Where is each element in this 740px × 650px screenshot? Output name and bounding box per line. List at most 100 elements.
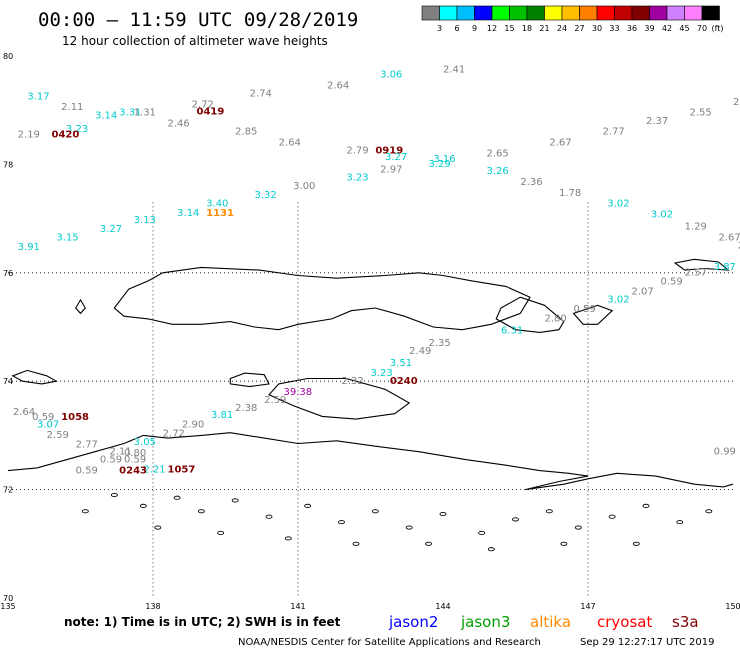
wave-height-label: 2.19 (18, 129, 40, 140)
wave-height-label: 3.06 (380, 70, 402, 81)
footer-timestamp: Sep 29 12:27:17 UTC 2019 (580, 637, 714, 648)
lake-outline (425, 541, 432, 546)
coastline-segment (495, 296, 565, 333)
colorbar-swatch (631, 5, 650, 21)
wave-height-label: 2.21 (143, 464, 165, 475)
coastline-segment (75, 298, 86, 315)
wave-height-label: 3.27 (100, 224, 122, 235)
colorbar-swatch (579, 5, 598, 21)
colorbar-label: 33 (609, 24, 619, 33)
overpass-time-label: 0420 (52, 129, 80, 140)
wave-height-label: 3.14 (95, 110, 117, 121)
wave-height-label: 3.26 (487, 166, 509, 177)
lake-outline (642, 503, 650, 508)
wave-height-label: 3.05 (134, 437, 156, 448)
lake-outline (608, 514, 616, 519)
colorbar-label: 45 (679, 24, 689, 33)
coastline-segment (572, 304, 614, 325)
colorbar-label: 6 (454, 24, 459, 33)
coastline-segment (7, 432, 734, 491)
wave-height-label: 6.31 (501, 326, 523, 337)
wave-height-label: 2.67 (549, 137, 571, 148)
lake-outline (705, 509, 713, 514)
colorbar-swatch (509, 5, 528, 21)
wave-height-label: 3.27 (385, 152, 407, 163)
colorbar-swatch (684, 5, 703, 21)
lon-tick-label: 141 (290, 602, 305, 611)
footer-source: NOAA/NESDIS Center for Satellite Applica… (238, 637, 541, 648)
lake-outline (139, 503, 147, 508)
wave-height-label: 2.07 (632, 286, 654, 297)
colorbar-label: 30 (592, 24, 602, 33)
wave-height-label: 2.73 (738, 240, 740, 251)
wave-height-label: 2.11 (110, 446, 132, 457)
wave-height-label: 2.49 (409, 346, 431, 357)
coastline-segment (268, 377, 411, 420)
colorbar-swatch (596, 5, 615, 21)
wave-height-label: 0.99 (714, 446, 736, 457)
lake-outline (574, 525, 582, 530)
wave-height-label: 3.29 (429, 159, 451, 170)
colorbar-swatch (614, 5, 633, 21)
wave-height-label: 3.32 (255, 190, 277, 201)
overpass-time-label: 0919 (375, 146, 403, 157)
map-background (0, 55, 740, 600)
wave-height-label: 3.00 (293, 181, 315, 192)
colorbar-swatch (439, 5, 458, 21)
satellite-legend-item: cryosat (597, 613, 652, 631)
wave-height-label: 2.37 (646, 116, 668, 127)
colorbar-label: 3 (437, 24, 442, 33)
wave-height-label: 2.65 (487, 148, 509, 159)
overpass-time-label: 0240 (390, 376, 418, 387)
colorbar-label: 42 (662, 24, 672, 33)
colorbar-label: 9 (472, 24, 477, 33)
colorbar-swatch (456, 5, 475, 21)
wave-height-label: 2.72 (192, 99, 214, 110)
wave-height-label: 0.59 (661, 277, 683, 288)
lat-tick-label: 78 (3, 160, 13, 169)
lat-tick-label: 74 (3, 377, 13, 386)
lake-outline (154, 525, 162, 530)
lake-outline (110, 492, 118, 498)
lake-outline (632, 541, 640, 546)
satellite-legend: jason2 jason3 altika cryosat s3a (388, 613, 699, 631)
colorbar-swatch (701, 5, 720, 21)
colorbar-label: 70 (697, 24, 707, 33)
colorbar-label: 21 (539, 24, 549, 33)
wave-height-label: 2.97 (380, 165, 402, 176)
colorbar-swatch (649, 5, 668, 21)
wave-height-label: 3.51 (390, 358, 412, 369)
coastline-segment (11, 369, 58, 385)
wave-height-label: 0.59 (124, 455, 146, 466)
lake-outline (284, 536, 292, 541)
overpass-time-label: 0419 (197, 107, 225, 118)
lake-outline (439, 511, 447, 517)
wave-height-label: 0.80 (124, 448, 146, 459)
wave-height-label: 2.32 (342, 376, 364, 387)
coastline-segment (673, 258, 730, 271)
wave-height-label: 3.17 (27, 91, 49, 102)
colorbar-swatch (474, 5, 493, 21)
wave-height-label: 3.91 (18, 242, 40, 253)
wave-height-label: 2.46 (168, 118, 190, 129)
lake-outline (231, 498, 239, 503)
satellite-legend-item: jason3 (460, 613, 510, 631)
colorbar-swatch (421, 5, 440, 21)
colorbar-unit: (ft) (712, 24, 724, 33)
wave-height-label: 3.81 (211, 410, 233, 421)
lake-outline (217, 530, 225, 536)
colorbar-label: 24 (557, 24, 567, 33)
satellite-legend-item: altika (530, 613, 571, 631)
colorbar-label: 18 (522, 24, 532, 33)
wave-height-label: 3.31 (119, 108, 141, 119)
lake-outline (478, 530, 486, 536)
lake-outline (81, 509, 89, 514)
wave-height-label: 2.77 (603, 127, 625, 138)
wave-height-label: 3.14 (177, 208, 199, 219)
note-text: note: 1) Time is in UTC; 2) SWH is in fe… (64, 615, 341, 629)
lake-outline (371, 509, 379, 514)
lake-outline (405, 525, 413, 530)
page-subtitle: 12 hour collection of altimeter wave hei… (62, 34, 328, 48)
